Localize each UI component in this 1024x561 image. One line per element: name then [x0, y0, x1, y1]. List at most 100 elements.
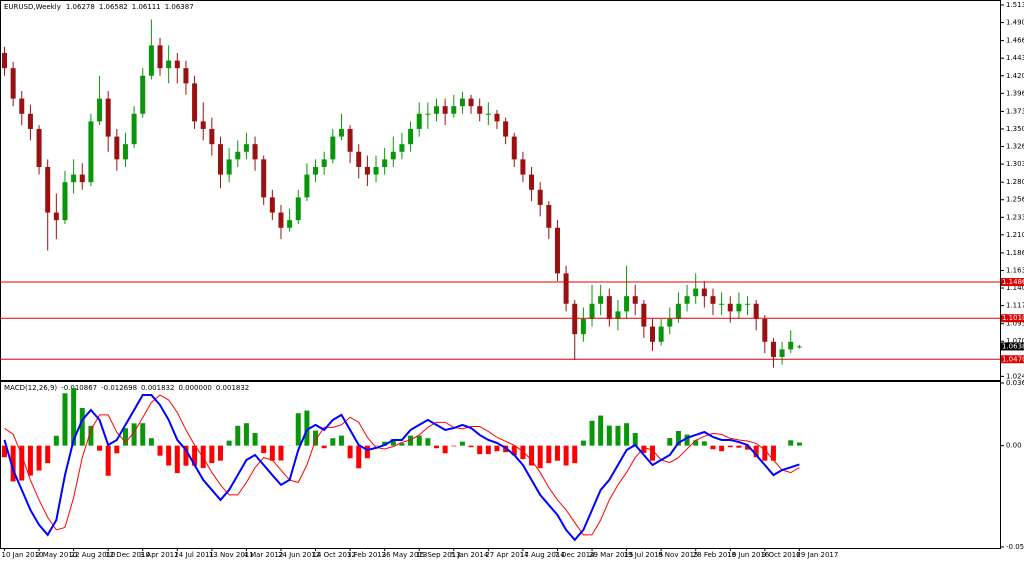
candle-body	[503, 121, 509, 137]
candle-body	[658, 326, 664, 342]
candle-body	[477, 106, 483, 114]
histogram-bar	[650, 445, 655, 461]
histogram-bar	[641, 445, 647, 454]
histogram-bar	[218, 445, 223, 461]
price-header: EURUSD,Weekly 1.06278 1.06582 1.06111 1.0638…	[4, 3, 194, 11]
candle-body	[546, 204, 552, 228]
histogram-bar	[140, 423, 146, 446]
histogram-bar	[796, 442, 802, 446]
candle-body	[347, 128, 353, 152]
candle-body	[71, 174, 77, 183]
x-tick-label: 5 Jan 2014	[451, 551, 489, 559]
histogram-bar	[356, 445, 362, 469]
candle-body	[442, 106, 448, 114]
histogram-bar	[45, 445, 51, 464]
candle-body	[148, 45, 154, 76]
y-tick-label: 1.37310	[1006, 107, 1024, 115]
histogram-bar	[589, 420, 595, 446]
candle-body	[736, 303, 742, 312]
histogram-bar	[537, 445, 543, 469]
level-label: 1.10100	[1002, 314, 1024, 322]
candle-body	[459, 98, 465, 107]
histogram-bar	[252, 433, 258, 446]
candle-body	[693, 288, 699, 297]
candle-body	[520, 159, 526, 175]
candle-body	[667, 318, 673, 327]
candle-body	[192, 83, 198, 122]
candle-body	[19, 98, 25, 114]
candle-body	[140, 75, 146, 114]
level-tag	[1001, 355, 1024, 364]
y-tick-label: 1.51310	[1006, 1, 1024, 9]
candle-body	[27, 113, 33, 129]
histogram-bar	[745, 445, 751, 450]
histogram-bar	[753, 445, 759, 458]
x-tick-label: 27 Apr 2014	[485, 551, 529, 559]
histogram-bar	[53, 435, 59, 446]
candle-body	[235, 151, 241, 160]
candle-body	[598, 296, 604, 304]
candle-body	[36, 128, 42, 167]
x-tick-label: 4 Mar 2012	[243, 551, 283, 559]
histogram-bar	[10, 445, 16, 482]
histogram-bar	[546, 445, 552, 464]
histogram-bar	[572, 445, 578, 464]
x-tick-label: 14 Oct 2012	[313, 551, 356, 559]
candle-body	[304, 174, 310, 198]
close: 1.06387	[165, 3, 194, 11]
histogram-bar	[122, 428, 128, 446]
candle-body	[650, 326, 655, 342]
histogram-bar	[97, 445, 103, 451]
y-tick-label: 1.49000	[1006, 19, 1024, 27]
histogram-bar	[157, 445, 163, 456]
histogram-bar	[235, 425, 241, 446]
histogram-bar	[632, 433, 638, 446]
candle-body	[563, 273, 569, 304]
candle-body	[468, 98, 474, 107]
histogram-bar	[105, 445, 111, 476]
y-tick-label: 1.44310	[1006, 54, 1024, 62]
candle-body	[632, 296, 638, 304]
candle-body	[434, 106, 439, 114]
histogram-bar	[226, 440, 232, 446]
histogram-bar	[62, 393, 68, 446]
candle-body	[122, 144, 128, 160]
candle-body	[183, 68, 189, 84]
histogram-bar	[399, 443, 405, 446]
histogram-bar	[624, 423, 630, 446]
histogram-bar	[243, 423, 249, 446]
histogram-bar	[88, 425, 94, 446]
y-tick-label: 1.16380	[1006, 266, 1024, 274]
candle-body	[779, 349, 785, 357]
candle-body	[62, 182, 68, 221]
histogram-bar	[183, 445, 189, 466]
candle-body	[416, 113, 422, 129]
candle-body	[615, 311, 621, 319]
histogram-bar	[269, 445, 275, 461]
histogram-bar	[71, 388, 77, 446]
histogram-bar	[762, 445, 768, 461]
histogram-bar	[364, 445, 370, 459]
histogram-bar	[511, 445, 517, 456]
level-label: 1.04700	[1002, 355, 1024, 363]
candle-body	[390, 151, 396, 160]
candle-body	[727, 303, 733, 312]
y-tick-label: -0.058596	[1006, 543, 1024, 551]
histogram-bar	[382, 441, 388, 446]
candle-body	[174, 60, 180, 69]
candle-body	[114, 136, 120, 160]
histogram-bar	[788, 440, 794, 446]
candle-body	[589, 303, 595, 319]
y-tick-label: 1.46620	[1006, 37, 1024, 45]
histogram-bar	[554, 445, 560, 461]
x-tick-label: 10 Jan 2010	[2, 551, 44, 559]
histogram-bar	[485, 445, 491, 455]
histogram-bar	[520, 445, 526, 460]
candle-body	[719, 303, 725, 305]
candle-body	[10, 68, 16, 99]
level-tag	[1001, 314, 1024, 323]
x-tick-label: 24 Jun 2012	[278, 551, 320, 559]
y-tick-label: 1.23380	[1006, 213, 1024, 221]
y-tick-label: 1.21070	[1006, 231, 1024, 239]
